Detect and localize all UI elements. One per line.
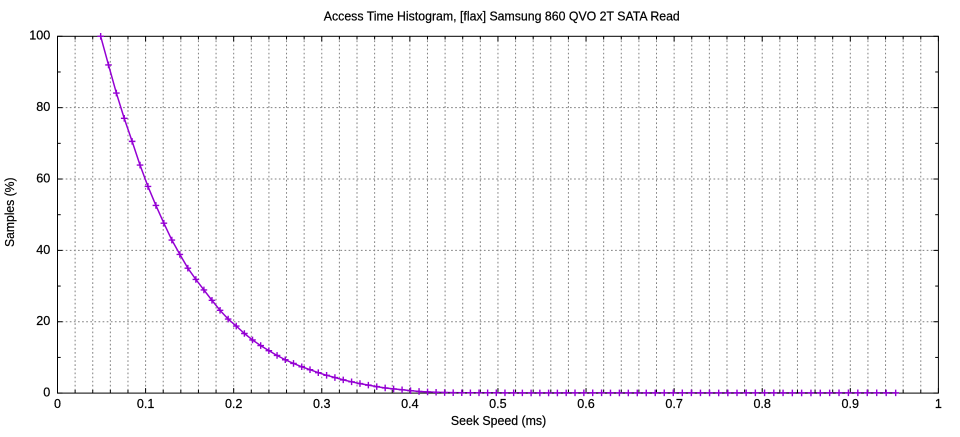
svg-text:0.8: 0.8: [753, 396, 771, 411]
svg-text:100: 100: [29, 28, 50, 43]
svg-text:80: 80: [36, 99, 50, 114]
svg-text:0.3: 0.3: [313, 396, 331, 411]
svg-text:0.7: 0.7: [665, 396, 683, 411]
svg-text:0.9: 0.9: [842, 396, 860, 411]
svg-text:0.2: 0.2: [225, 396, 243, 411]
svg-text:0.5: 0.5: [489, 396, 507, 411]
svg-text:40: 40: [36, 242, 50, 257]
svg-text:Samples (%): Samples (%): [2, 178, 17, 248]
svg-text:0.1: 0.1: [137, 396, 155, 411]
svg-text:Access Time Histogram, [flax]: Access Time Histogram, [flax] Samsung 86…: [324, 9, 680, 24]
svg-text:Seek Speed (ms): Seek Speed (ms): [451, 413, 546, 428]
svg-text:20: 20: [36, 313, 50, 328]
svg-text:60: 60: [36, 170, 50, 185]
svg-text:0.6: 0.6: [577, 396, 595, 411]
svg-text:0.4: 0.4: [401, 396, 419, 411]
svg-text:0: 0: [54, 396, 61, 411]
svg-text:1: 1: [935, 396, 942, 411]
svg-text:0: 0: [43, 385, 50, 400]
